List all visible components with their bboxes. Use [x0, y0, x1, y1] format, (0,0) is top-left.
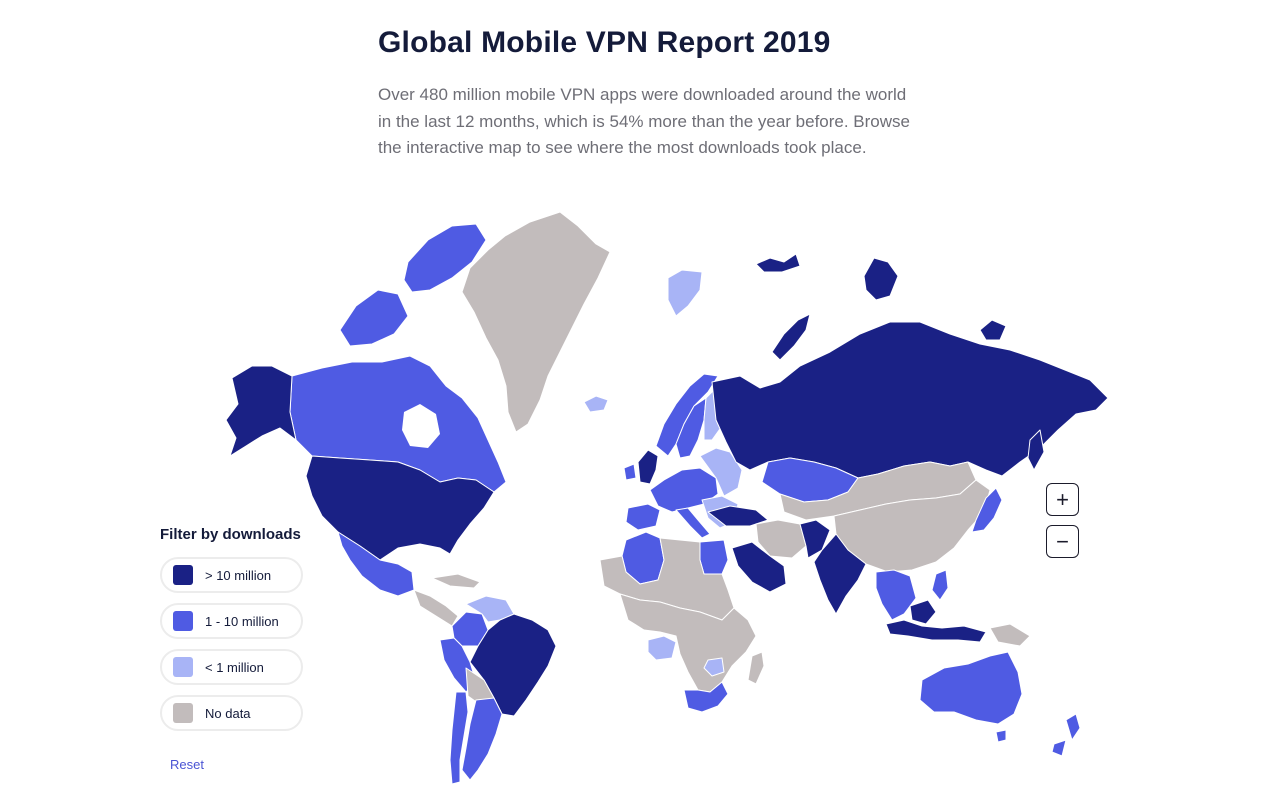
filter-label: > 10 million — [205, 567, 272, 583]
country-iceland[interactable] — [583, 395, 609, 413]
country-indonesia[interactable] — [885, 619, 987, 643]
country-greenland[interactable] — [461, 211, 611, 433]
filter-under-1-million-button[interactable]: < 1 million — [160, 649, 303, 685]
filter-label: < 1 million — [205, 659, 264, 675]
country-ireland[interactable] — [623, 463, 637, 481]
zoom-in-button[interactable]: + — [1046, 483, 1079, 516]
region-eastern-europe[interactable] — [699, 447, 743, 497]
swatch-under-1-million — [173, 657, 193, 677]
country-philippines[interactable] — [931, 569, 949, 601]
country-turkey[interactable] — [707, 505, 769, 527]
filter-no-data-button[interactable]: No data — [160, 695, 303, 731]
island-tasmania[interactable] — [995, 729, 1007, 743]
country-italy[interactable] — [675, 507, 711, 539]
country-japan[interactable] — [971, 487, 1003, 533]
country-india[interactable] — [813, 533, 867, 615]
zoom-out-button[interactable]: − — [1046, 525, 1079, 558]
region-papua[interactable] — [989, 623, 1031, 647]
region-caribbean[interactable] — [431, 573, 481, 589]
island-new-siberian[interactable] — [979, 319, 1007, 341]
country-mexico[interactable] — [337, 531, 415, 597]
island-borneo[interactable] — [909, 599, 937, 625]
country-argentina[interactable] — [461, 697, 503, 781]
country-uk[interactable] — [637, 449, 659, 485]
country-new-zealand-south[interactable] — [1051, 739, 1067, 757]
island-franz-josef[interactable] — [755, 253, 801, 273]
country-iran[interactable] — [755, 519, 807, 559]
swatch-1-10-million — [173, 611, 193, 631]
filter-label: 1 - 10 million — [205, 613, 279, 629]
region-southeast-asia[interactable] — [875, 569, 917, 621]
filter-over-10-million-button[interactable]: > 10 million — [160, 557, 303, 593]
swatch-no-data — [173, 703, 193, 723]
country-saudi-arabia[interactable] — [731, 541, 787, 593]
country-canada-islands[interactable] — [339, 289, 409, 347]
country-nigeria[interactable] — [647, 635, 677, 661]
intro-paragraph: Over 480 million mobile VPN apps were do… — [378, 85, 910, 157]
country-usa[interactable] — [305, 455, 495, 561]
country-australia[interactable] — [919, 651, 1023, 725]
country-chile[interactable] — [449, 691, 469, 785]
country-canada-arctic[interactable] — [403, 223, 487, 293]
swatch-over-10-million — [173, 565, 193, 585]
country-new-zealand[interactable] — [1065, 713, 1081, 741]
country-zimbabwe[interactable] — [703, 657, 725, 677]
island-novaya-zemlya[interactable] — [771, 313, 811, 361]
reset-link[interactable]: Reset — [170, 757, 204, 772]
country-spain[interactable] — [625, 503, 661, 531]
country-alaska[interactable] — [225, 365, 297, 457]
island-svalbard[interactable] — [667, 269, 703, 317]
island-sakhalin[interactable] — [1027, 429, 1045, 471]
filter-title: Filter by downloads — [160, 526, 301, 543]
filter-1-10-million-button[interactable]: 1 - 10 million — [160, 603, 303, 639]
region-central-america[interactable] — [413, 589, 459, 627]
country-madagascar[interactable] — [747, 651, 765, 685]
filter-label: No data — [205, 705, 251, 721]
country-south-africa[interactable] — [683, 681, 729, 713]
region-western-europe[interactable] — [649, 467, 719, 513]
country-egypt[interactable] — [699, 539, 729, 575]
island-severnaya-zemlya[interactable] — [863, 257, 899, 301]
page-title: Global Mobile VPN Report 2019 — [378, 26, 831, 59]
country-russia[interactable] — [711, 321, 1109, 479]
download-filter-panel: Filter by downloads > 10 million 1 - 10 … — [160, 526, 340, 774]
